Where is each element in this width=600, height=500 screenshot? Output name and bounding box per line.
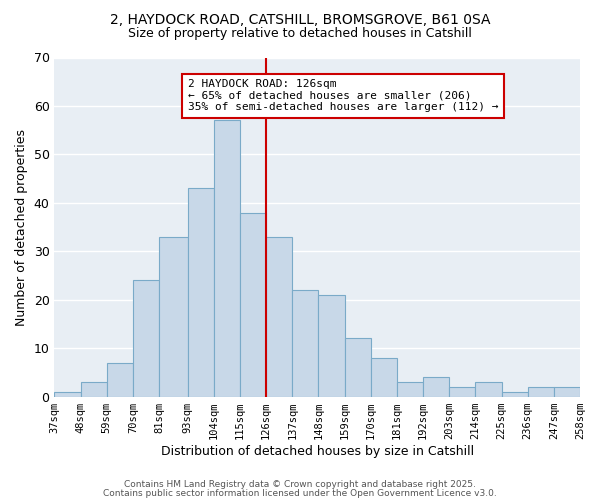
X-axis label: Distribution of detached houses by size in Catshill: Distribution of detached houses by size … [161, 444, 474, 458]
Bar [159, 236, 188, 396]
Bar [319, 295, 344, 396]
Bar [133, 280, 159, 396]
Text: 2, HAYDOCK ROAD, CATSHILL, BROMSGROVE, B61 0SA: 2, HAYDOCK ROAD, CATSHILL, BROMSGROVE, B… [110, 12, 490, 26]
Y-axis label: Number of detached properties: Number of detached properties [15, 128, 28, 326]
Bar [502, 392, 527, 396]
Bar [449, 387, 475, 396]
Bar [266, 236, 292, 396]
Bar [344, 338, 371, 396]
Bar [554, 387, 580, 396]
Bar [397, 382, 423, 396]
Bar [527, 387, 554, 396]
Bar [475, 382, 502, 396]
Bar [188, 188, 214, 396]
Bar [214, 120, 240, 396]
Bar [423, 377, 449, 396]
Bar [55, 392, 80, 396]
Bar [292, 290, 319, 397]
Text: Contains HM Land Registry data © Crown copyright and database right 2025.: Contains HM Land Registry data © Crown c… [124, 480, 476, 489]
Bar [80, 382, 107, 396]
Text: Contains public sector information licensed under the Open Government Licence v3: Contains public sector information licen… [103, 488, 497, 498]
Bar [371, 358, 397, 397]
Bar [107, 362, 133, 396]
Bar [240, 212, 266, 396]
Text: 2 HAYDOCK ROAD: 126sqm
← 65% of detached houses are smaller (206)
35% of semi-de: 2 HAYDOCK ROAD: 126sqm ← 65% of detached… [188, 80, 498, 112]
Text: Size of property relative to detached houses in Catshill: Size of property relative to detached ho… [128, 28, 472, 40]
